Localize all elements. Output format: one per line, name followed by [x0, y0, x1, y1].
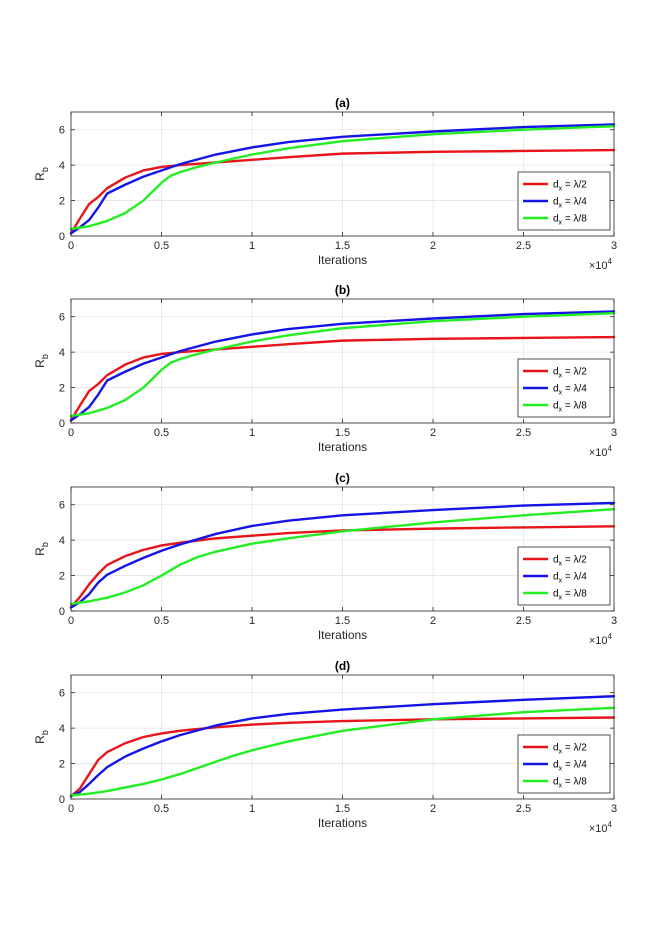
- legend-label-3: dx = λ/8: [553, 589, 587, 602]
- y-tick-label: 6: [59, 125, 65, 137]
- x-tick-label: 2.5: [516, 803, 531, 815]
- y-tick-label: 2: [59, 196, 65, 208]
- legend-label-1: dx = λ/2: [553, 367, 587, 380]
- series-line-2: [69, 123, 616, 235]
- y-axis-label: Rb: [33, 542, 50, 556]
- series-line-1: [69, 335, 616, 422]
- x-tick-label: 0: [68, 803, 74, 815]
- x-tick-label: 0.5: [154, 803, 169, 815]
- x-tick-label: 1: [249, 803, 255, 815]
- x-tick-label: 1.5: [335, 240, 350, 252]
- x-axis-label: Iterations: [318, 816, 367, 830]
- x-tick-label: 3: [611, 615, 617, 627]
- y-tick-label: 0: [59, 231, 65, 243]
- series-line-1: [69, 716, 616, 798]
- y-axis-label: Rb: [33, 354, 50, 368]
- legend-label-3: dx = λ/8: [553, 401, 587, 414]
- x-tick-label: 0: [68, 615, 74, 627]
- x-tick-label: 2.5: [516, 427, 531, 439]
- x-tick-label: 2: [430, 615, 436, 627]
- chart-panel-b: 0 0.5 1 1.5 2 2.5 3 0 2 4 6 (b) Iterations ×104 Rb dx =…: [33, 283, 617, 459]
- series-line-1: [69, 525, 616, 609]
- chart-title: (a): [335, 96, 350, 110]
- series-line-3: [69, 311, 616, 418]
- series-line-1: [69, 148, 616, 235]
- x-tick-label: 1.5: [335, 615, 350, 627]
- x-tick-label: 1.5: [335, 803, 350, 815]
- y-axis-label: Rb: [33, 167, 50, 181]
- legend-label-3: dx = λ/8: [553, 214, 587, 227]
- x-tick-label: 2.5: [516, 615, 531, 627]
- x-tick-label: 1: [249, 615, 255, 627]
- x-tick-label: 0.5: [154, 615, 169, 627]
- y-tick-label: 0: [59, 418, 65, 430]
- legend-box: [517, 734, 611, 794]
- legend-label-1: dx = λ/2: [553, 555, 587, 568]
- x-tick-label: 2: [430, 427, 436, 439]
- x-tick-label: 2: [430, 803, 436, 815]
- series-line-2: [69, 310, 616, 422]
- legend-label-3: dx = λ/8: [553, 777, 587, 790]
- x-axis-multiplier: ×104: [589, 820, 613, 835]
- y-tick-label: 2: [59, 383, 65, 395]
- series-line-2: [69, 501, 616, 609]
- legend: dx = λ/2 dx = λ/4 dx = λ/8: [517, 734, 611, 794]
- y-tick-label: 2: [59, 571, 65, 583]
- series-line-2: [69, 695, 616, 798]
- x-tick-label: 0: [68, 240, 74, 252]
- x-tick-label: 0.5: [154, 427, 169, 439]
- chart-title: (c): [335, 471, 350, 485]
- y-tick-label: 0: [59, 794, 65, 806]
- legend-label-1: dx = λ/2: [553, 180, 587, 193]
- legend: dx = λ/2 dx = λ/4 dx = λ/8: [517, 546, 611, 606]
- series-line-3: [69, 124, 616, 231]
- chart-title: (d): [335, 659, 350, 673]
- x-axis-multiplier: ×104: [589, 257, 613, 272]
- x-tick-label: 3: [611, 427, 617, 439]
- x-tick-label: 3: [611, 240, 617, 252]
- y-tick-label: 4: [59, 535, 65, 547]
- legend-label-2: dx = λ/4: [553, 197, 587, 210]
- legend-label-2: dx = λ/4: [553, 384, 587, 397]
- x-axis-label: Iterations: [318, 628, 367, 642]
- y-axis-label: Rb: [33, 730, 50, 744]
- chart-panel-a: 0 0.5 1 1.5 2 2.5 3 0 2 4 6 (a) Iterations ×104 Rb dx =…: [33, 96, 617, 272]
- chart-panel-c: 0 0.5 1 1.5 2 2.5 3 0 2 4 6 (c) Iterations ×104 Rb dx =…: [33, 471, 617, 647]
- chart-panel-d: 0 0.5 1 1.5 2 2.5 3 0 2 4 6 (d) Iterations ×104 Rb dx =…: [33, 659, 617, 835]
- chart-title: (b): [335, 283, 350, 297]
- series-line-3: [69, 507, 616, 606]
- y-tick-label: 0: [59, 606, 65, 618]
- y-tick-label: 6: [59, 688, 65, 700]
- legend: dx = λ/2 dx = λ/4 dx = λ/8: [517, 171, 611, 231]
- x-tick-label: 1: [249, 427, 255, 439]
- x-tick-label: 2: [430, 240, 436, 252]
- x-tick-label: 2.5: [516, 240, 531, 252]
- x-tick-label: 0: [68, 427, 74, 439]
- y-tick-label: 4: [59, 347, 65, 359]
- y-tick-label: 4: [59, 160, 65, 172]
- legend-label-1: dx = λ/2: [553, 743, 587, 756]
- legend-label-2: dx = λ/4: [553, 760, 587, 773]
- series-line-3: [69, 706, 616, 797]
- x-axis-multiplier: ×104: [589, 632, 613, 647]
- x-axis-label: Iterations: [318, 253, 367, 267]
- y-tick-label: 2: [59, 759, 65, 771]
- x-tick-label: 1: [249, 240, 255, 252]
- y-tick-label: 6: [59, 500, 65, 512]
- x-axis-multiplier: ×104: [589, 444, 613, 459]
- y-tick-label: 6: [59, 312, 65, 324]
- y-tick-label: 4: [59, 723, 65, 735]
- legend-label-2: dx = λ/4: [553, 572, 587, 585]
- x-tick-label: 3: [611, 803, 617, 815]
- x-tick-label: 0.5: [154, 240, 169, 252]
- legend: dx = λ/2 dx = λ/4 dx = λ/8: [517, 358, 611, 418]
- x-axis-label: Iterations: [318, 440, 367, 454]
- x-tick-label: 1.5: [335, 427, 350, 439]
